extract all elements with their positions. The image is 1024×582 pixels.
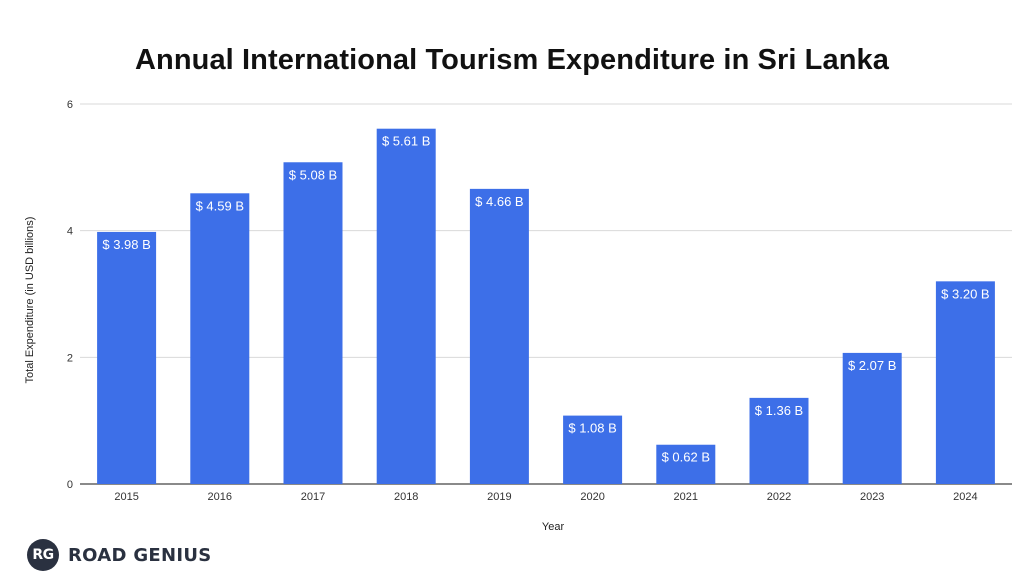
x-tick-label: 2021 [674,491,698,503]
data-label-2018: $ 5.61 B [382,134,430,149]
x-tick-label: 2019 [487,491,511,503]
x-tick-label: 2015 [114,491,138,503]
x-axis-ticks: 2015 2016 2017 2018 2019 2020 2021 2022 2023 2024 [114,491,977,503]
bar-2021 [656,444,716,484]
data-label-2017: $ 5.08 B [289,167,337,182]
bar-2024 [935,281,995,484]
bar-2017 [283,162,343,484]
data-label-2019: $ 4.66 B [475,194,523,209]
y-axis-ticks: 0 2 4 6 [67,99,73,491]
x-tick-label: 2020 [580,491,604,503]
data-label-2023: $ 2.07 B [848,358,896,373]
brand: RG ROAD GENIUS [27,538,212,572]
bar-2019 [469,188,529,484]
brand-logo-text: RG [32,547,54,563]
y-axis-label: Total Expenditure (in USD billions) [24,217,36,384]
bar-2020 [563,415,623,484]
y-tick-label: 0 [67,479,73,491]
bars [97,128,995,485]
road-genius-logo-icon: RG [27,539,59,571]
x-tick-label: 2018 [394,491,418,503]
y-tick-label: 2 [67,352,73,364]
y-tick-label: 4 [67,226,73,238]
chart-title: Annual International Tourism Expenditure… [134,44,890,76]
x-axis-label: Year [542,521,565,533]
bar-2022 [749,397,809,484]
y-tick-label: 6 [67,99,73,111]
x-tick-label: 2016 [208,491,232,503]
data-labels: $ 3.98 B $ 4.59 B $ 5.08 B $ 5.61 B $ 4.66 B… [102,134,989,465]
bar-2015 [97,231,157,484]
x-tick-label: 2024 [953,491,977,503]
data-label-2024: $ 3.20 B [941,286,989,301]
data-label-2021: $ 0.62 B [662,450,710,465]
data-label-2016: $ 4.59 B [196,198,244,213]
bar-2016 [190,193,250,485]
data-label-2020: $ 1.08 B [568,421,616,436]
data-label-2022: $ 1.36 B [755,403,803,418]
x-tick-label: 2017 [301,491,325,503]
x-tick-label: 2022 [767,491,791,503]
bar-2023 [842,352,902,484]
bar-2018 [376,128,436,484]
brand-name: ROAD GENIUS [68,544,212,566]
data-label-2015: $ 3.98 B [102,237,150,252]
x-tick-label: 2023 [860,491,884,503]
